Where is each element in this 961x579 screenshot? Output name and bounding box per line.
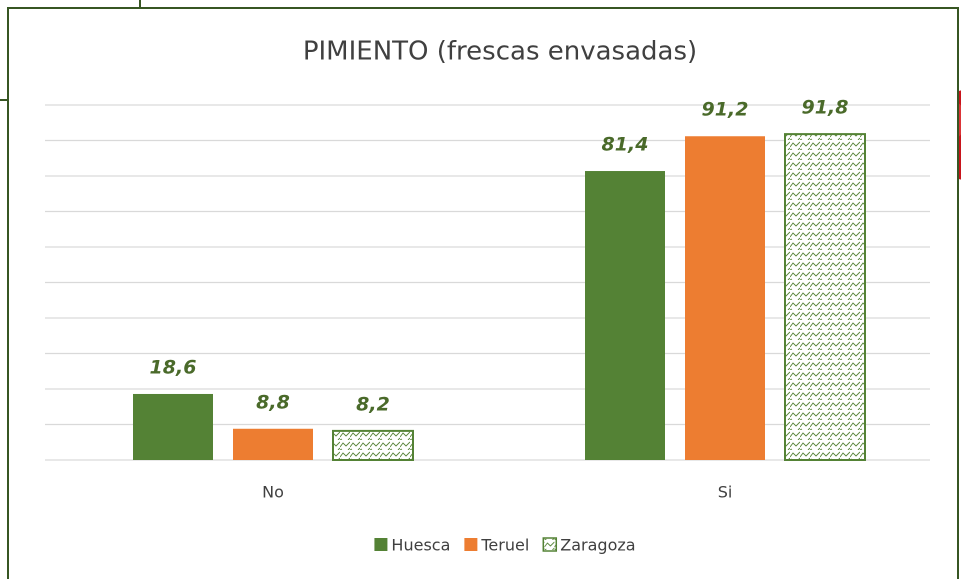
chart-title: PIMIENTO (frescas envasadas) [303, 37, 697, 67]
legend-label: Teruel [480, 536, 529, 555]
value-label: 8,8 [256, 391, 290, 413]
bar [785, 134, 865, 460]
bar [685, 136, 765, 460]
legend-swatch [374, 538, 387, 551]
x-tick-label: No [262, 483, 284, 502]
value-label: 91,8 [802, 97, 849, 119]
legend-swatch [464, 538, 477, 551]
value-label: 18,6 [150, 356, 197, 378]
legend-label: Zaragoza [560, 536, 635, 555]
x-tick-label: Si [718, 483, 733, 502]
value-label: 91,2 [702, 99, 749, 121]
value-label: 8,2 [356, 393, 390, 415]
bar [233, 429, 313, 460]
chart: No 18,6 8,8 8,2 Si 81,4 91,2 91,8 PIMIENTO (fre… [0, 0, 961, 579]
legend: Huesca Teruel Zaragoza [374, 536, 635, 555]
bar [585, 171, 665, 460]
bar [133, 394, 213, 460]
legend-swatch [543, 538, 556, 551]
legend-label: Huesca [391, 536, 450, 555]
bar [333, 431, 413, 460]
value-label: 81,4 [602, 134, 649, 156]
